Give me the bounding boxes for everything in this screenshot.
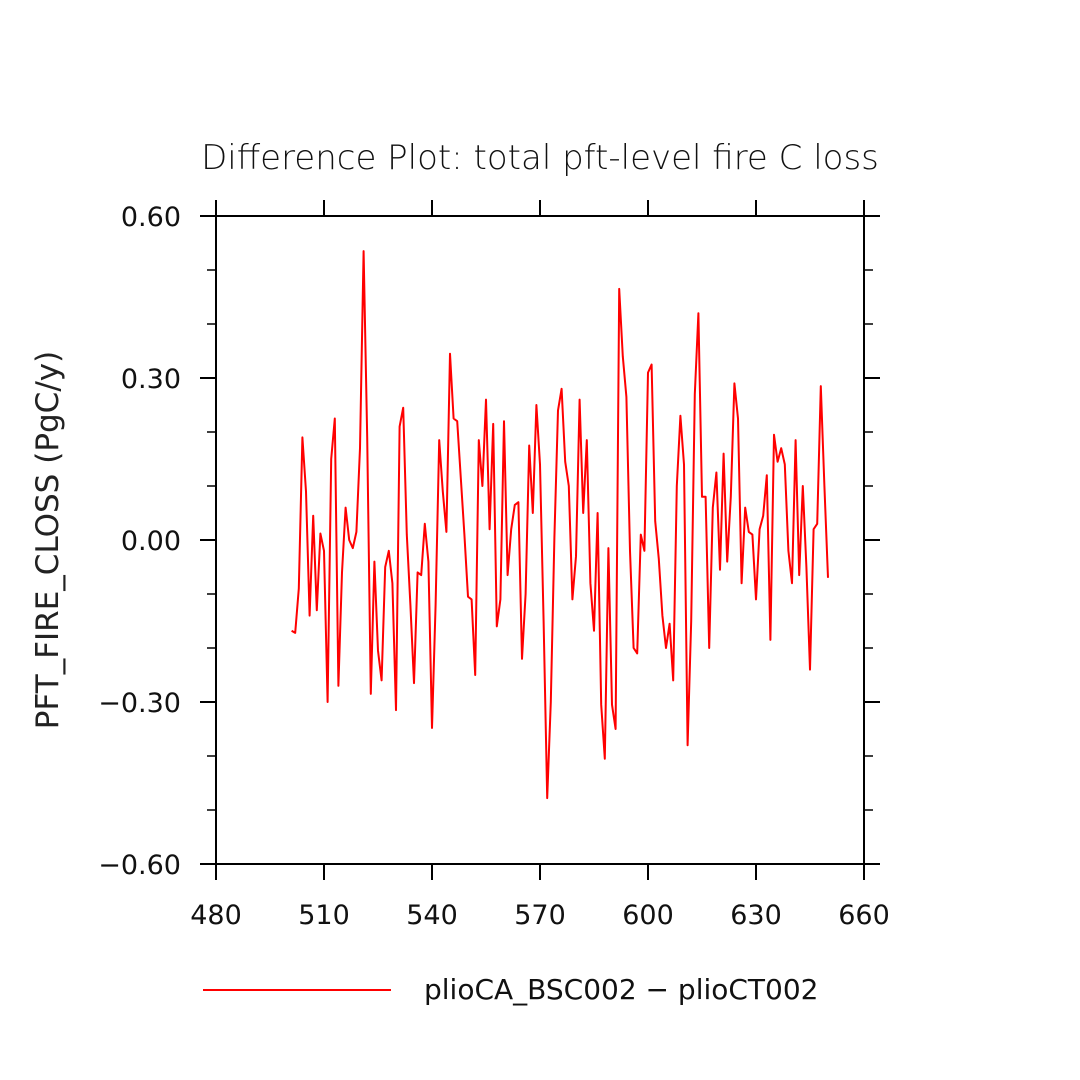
x-tick-label: 510 [298,900,350,931]
legend: plioCA_BSC002 − plioCT002 [203,973,818,1006]
x-tick-label: 600 [622,900,674,931]
y-tick-label: −0.60 [98,850,181,881]
series-group [291,250,829,800]
x-tick-label: 570 [514,900,566,931]
x-tick-label: 630 [730,900,782,931]
x-axis-ticks: 480 510 540 570 600 630 660 [190,200,890,931]
legend-label: plioCA_BSC002 − plioCT002 [424,973,818,1006]
x-tick-label: 480 [190,900,242,931]
y-axis-ticks: −0.60 −0.30 0.00 0.30 0.60 [98,202,880,881]
y-tick-label: 0.30 [121,364,181,395]
x-tick-label: 660 [838,900,890,931]
y-axis-label: PFT_FIRE_CLOSS (PgC/y) [30,351,66,729]
y-tick-label: 0.60 [121,202,181,233]
chart-title: Difference Plot: total pft-level fire C … [201,138,879,178]
y-tick-label: −0.30 [98,688,181,719]
x-tick-label: 540 [406,900,458,931]
y-tick-label: 0.00 [121,526,181,557]
series-line [291,250,829,800]
